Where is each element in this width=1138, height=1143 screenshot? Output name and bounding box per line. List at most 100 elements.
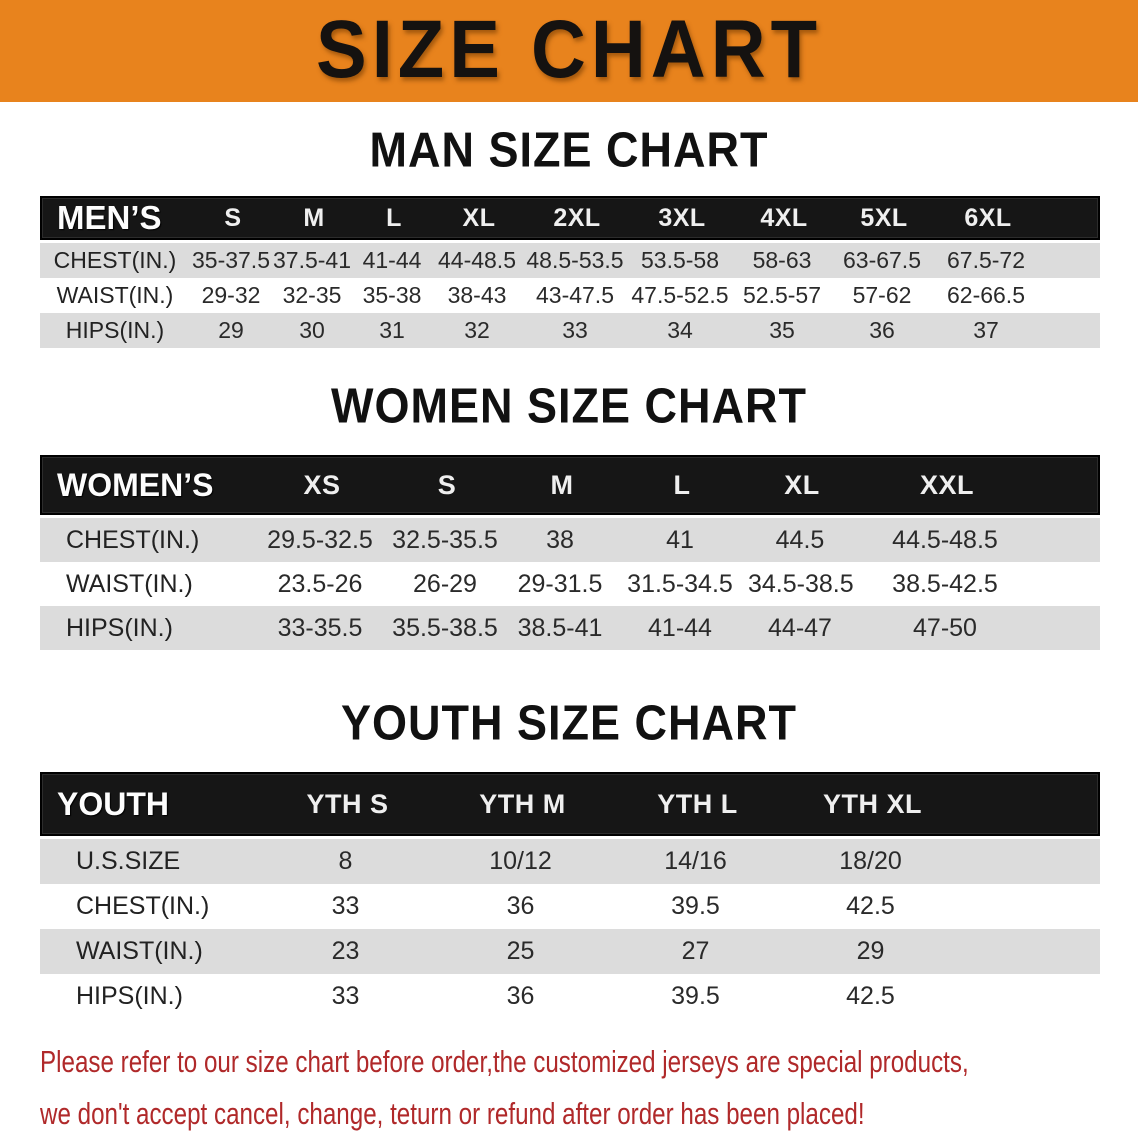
size-column-header: YTH XL — [822, 788, 922, 819]
size-value-cell: 31.5-34.5 — [627, 569, 733, 598]
measurement-row-label: WAIST(IN.) — [76, 937, 203, 965]
size-value-cell: 44.5-48.5 — [892, 525, 998, 554]
measurement-row-label: HIPS(IN.) — [76, 982, 183, 1010]
measurement-row-label: HIPS(IN.) — [66, 613, 173, 642]
disclaimer: Please refer to our size chart before or… — [0, 1039, 1138, 1143]
size-value-cell: 52.5-57 — [742, 282, 821, 308]
men-section-heading: MAN SIZE CHART — [0, 121, 1138, 177]
table-row: HIPS(IN.) 29 30 31 32 33 34 35 36 37 — [40, 313, 1100, 348]
size-column-header: XL — [784, 469, 820, 500]
size-value-cell: 57-62 — [852, 282, 912, 308]
size-value-cell: 35 — [769, 317, 795, 343]
women-section-heading-text: WOMEN SIZE CHART — [331, 377, 807, 434]
size-column-header: 3XL — [658, 203, 706, 232]
size-column-header: 5XL — [860, 203, 908, 232]
size-column-header: YTH S — [306, 788, 389, 819]
size-column-header: XL — [462, 203, 496, 232]
size-value-cell: 42.5 — [846, 982, 895, 1010]
size-value-cell: 10/12 — [489, 847, 552, 875]
size-value-cell: 67.5-72 — [946, 247, 1025, 273]
size-value-cell: 34.5-38.5 — [748, 569, 854, 598]
size-column-header: M — [550, 469, 574, 500]
table-row: CHEST(IN.) 35-37.5 37.5-41 41-44 44-48.5 48.5… — [40, 243, 1100, 278]
table-row: CHEST(IN.) 29.5-32.5 32.5-35.5 38 41 44.5 44.5… — [40, 518, 1100, 562]
size-value-cell: 37 — [973, 317, 999, 343]
measurement-row-label: WAIST(IN.) — [56, 282, 174, 308]
women-section-heading: WOMEN SIZE CHART — [0, 377, 1138, 434]
size-column-header: 6XL — [964, 203, 1012, 232]
size-value-cell: 29-32 — [201, 282, 261, 308]
size-column-header: 4XL — [760, 203, 808, 232]
size-value-cell: 33 — [562, 317, 588, 343]
size-value-cell: 23.5-26 — [277, 569, 363, 598]
size-column-header: S — [224, 203, 242, 232]
women-size-table: WOMEN’S XS S M L XL XXL CHEST(IN.) 29.5-32.5 32.5… — [40, 455, 1100, 650]
measurement-row-label: CHEST(IN.) — [76, 892, 210, 920]
disclaimer-line-2-text: we don't accept cancel, change, teturn o… — [40, 1096, 865, 1131]
measurement-row-label: U.S.SIZE — [76, 847, 181, 875]
banner-title: SIZE CHART — [316, 3, 822, 96]
youth-section-heading-text: YOUTH SIZE CHART — [340, 694, 797, 751]
youth-table-header-row: YOUTH YTH S YTH M YTH L YTH XL — [40, 772, 1100, 836]
size-value-cell: 34 — [667, 317, 693, 343]
size-value-cell: 32-35 — [282, 282, 342, 308]
size-value-cell: 33 — [331, 892, 360, 920]
size-value-cell: 25 — [506, 937, 535, 965]
table-row: WAIST(IN.) 23.5-26 26-29 29-31.5 31.5-34.5 34… — [40, 562, 1100, 606]
size-value-cell: 53.5-58 — [640, 247, 719, 273]
size-value-cell: 47-50 — [913, 613, 977, 642]
disclaimer-line-2: we don't accept cancel, change, teturn o… — [40, 1091, 1138, 1143]
size-value-cell: 42.5 — [846, 892, 895, 920]
size-value-cell: 44.5 — [775, 525, 825, 554]
size-value-cell: 38.5-41 — [517, 613, 603, 642]
women-table-title: WOMEN’S — [57, 466, 214, 503]
size-column-header: L — [386, 203, 402, 232]
size-column-header: XXL — [919, 469, 974, 500]
youth-table-body: U.S.SIZE 8 10/12 14/16 18/20 CHEST(IN.) 33 36 39… — [40, 836, 1100, 1019]
size-column-header: XS — [303, 469, 341, 500]
size-value-cell: 36 — [869, 317, 895, 343]
size-value-cell: 44-48.5 — [437, 247, 516, 273]
size-value-cell: 29-31.5 — [517, 569, 603, 598]
size-value-cell: 26-29 — [413, 569, 477, 598]
youth-size-table: YOUTH YTH S YTH M YTH L YTH XL U.S.SIZE 8 10/12… — [40, 772, 1100, 1019]
size-value-cell: 37.5-41 — [272, 247, 351, 273]
size-value-cell: 39.5 — [671, 892, 720, 920]
men-table-header-row: MEN’S S M L XL 2XL 3XL 4XL 5XL 6XL — [40, 196, 1100, 240]
size-value-cell: 18/20 — [839, 847, 902, 875]
measurement-row-label: WAIST(IN.) — [66, 569, 193, 598]
measurement-row-label: CHEST(IN.) — [66, 525, 200, 554]
size-value-cell: 38.5-42.5 — [892, 569, 998, 598]
size-value-cell: 32 — [464, 317, 490, 343]
disclaimer-line-1-text: Please refer to our size chart before or… — [40, 1044, 969, 1079]
size-value-cell: 63-67.5 — [842, 247, 921, 273]
youth-table-title: YOUTH — [57, 785, 169, 822]
size-value-cell: 30 — [299, 317, 325, 343]
men-size-section: MAN SIZE CHART MEN’S S M L XL 2XL 3XL 4XL 5XL 6XL… — [0, 121, 1138, 348]
size-column-header: M — [303, 203, 325, 232]
table-row: CHEST(IN.) 33 36 39.5 42.5 — [40, 884, 1100, 929]
women-size-section: WOMEN SIZE CHART WOMEN’S XS S M L XL XXL CHEST(… — [0, 377, 1138, 650]
size-value-cell: 39.5 — [671, 982, 720, 1010]
size-value-cell: 41-44 — [648, 613, 712, 642]
size-value-cell: 8 — [338, 847, 353, 875]
youth-section-heading: YOUTH SIZE CHART — [0, 694, 1138, 751]
size-value-cell: 32.5-35.5 — [392, 525, 498, 554]
size-column-header: YTH L — [657, 788, 738, 819]
size-value-cell: 47.5-52.5 — [631, 282, 729, 308]
size-value-cell: 14/16 — [664, 847, 727, 875]
size-column-header: S — [437, 469, 457, 500]
table-row: WAIST(IN.) 23 25 27 29 — [40, 929, 1100, 974]
size-value-cell: 29 — [218, 317, 244, 343]
size-value-cell: 44-47 — [768, 613, 832, 642]
banner: SIZE CHART — [0, 0, 1138, 102]
size-column-header: L — [673, 469, 691, 500]
size-value-cell: 41 — [666, 525, 694, 554]
size-value-cell: 35-38 — [362, 282, 422, 308]
measurement-row-label: CHEST(IN.) — [53, 247, 177, 273]
size-column-header: 2XL — [553, 203, 601, 232]
size-value-cell: 33 — [331, 982, 360, 1010]
size-value-cell: 36 — [506, 982, 535, 1010]
size-value-cell: 43-47.5 — [535, 282, 614, 308]
